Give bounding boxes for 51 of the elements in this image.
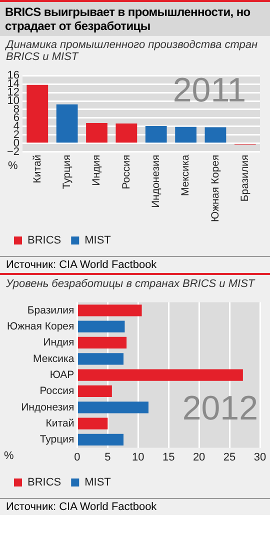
annotation: 2011 <box>172 72 246 110</box>
bar <box>204 127 226 143</box>
x-tick-label: 30 <box>254 451 266 464</box>
x-tick-label: Мексика <box>180 154 192 196</box>
y-tick-label: ЮАР <box>50 368 74 381</box>
x-tick-label: 25 <box>223 451 236 464</box>
legend-label: BRICS <box>28 234 62 247</box>
x-axis-title: % <box>4 450 14 462</box>
bar <box>78 418 108 430</box>
y-tick-label: Бразилия <box>27 304 74 316</box>
y-tick-label: −2 <box>6 146 20 158</box>
y-tick-label: Китай <box>46 417 74 430</box>
bar <box>78 336 127 349</box>
text: Источник: CIA World Factbook <box>0 256 270 273</box>
y-tick-label: Мексика <box>32 352 74 365</box>
x-tick-label: Индонезия <box>150 154 162 208</box>
y-tick-label: Турция <box>40 434 74 446</box>
bar <box>175 126 196 143</box>
legend-label: MIST <box>84 234 112 247</box>
bar <box>56 104 78 143</box>
bar <box>78 353 124 365</box>
y-tick-label: Южная Корея <box>6 320 74 332</box>
legend-label: BRICS <box>28 476 62 489</box>
bar <box>78 385 112 398</box>
bar <box>145 126 167 143</box>
y-tick-label: Россия <box>40 385 74 398</box>
bar <box>86 123 108 143</box>
bar <box>116 123 138 143</box>
y-axis-title: % <box>8 160 18 172</box>
x-tick-label: 5 <box>104 451 111 464</box>
chart-subtitle: Динамика промышленного производства стран BRICS и MIST <box>4 38 259 65</box>
y-tick-label: Индия <box>43 336 74 349</box>
chart-subtitle: Уровень безработицы в странах BRICS и MIST <box>5 277 256 292</box>
x-tick-label: 20 <box>192 451 206 464</box>
bar <box>78 320 125 332</box>
x-tick-label: Бразилия <box>239 154 252 202</box>
text: Источник: CIA World Factbook <box>0 498 270 515</box>
x-tick-label: Южная Корея <box>209 154 222 222</box>
bar <box>78 434 124 446</box>
x-tick-label: Россия <box>120 154 132 190</box>
x-tick-label: Индия <box>90 154 103 186</box>
y-tick-label: Индонезия <box>21 401 74 414</box>
bar <box>78 369 243 381</box>
x-tick-label: 15 <box>162 451 175 464</box>
annotation: 2012 <box>182 389 258 428</box>
x-tick-label: 10 <box>132 451 144 464</box>
bar <box>26 84 48 143</box>
bar <box>78 402 148 414</box>
chart-title: BRICS выигрывает в промышленности, но страдает от безработицы <box>0 2 270 36</box>
bar <box>78 304 142 316</box>
legend-label: MIST <box>84 476 112 489</box>
